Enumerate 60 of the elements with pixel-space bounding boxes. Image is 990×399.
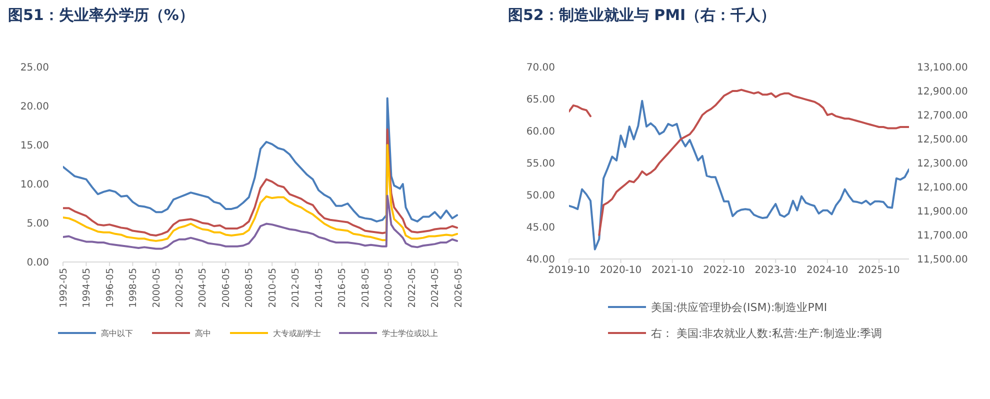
- y2-tick-label: 12,100.00: [917, 182, 968, 194]
- y-tick-label: 15.00: [20, 140, 49, 152]
- line-series: [63, 128, 458, 236]
- x-tick-label: 2016-05: [337, 268, 348, 308]
- legend-label: 大专或副学士: [273, 328, 321, 338]
- x-tick-label: 2019-10: [548, 265, 590, 276]
- x-tick-label: 2024-10: [806, 265, 848, 276]
- x-tick-label: 2020-05: [384, 268, 395, 308]
- y-tick-label: 40.00: [526, 254, 555, 266]
- y-tick-label: 10.00: [20, 180, 49, 190]
- y2-tick-label: 11,500.00: [917, 254, 968, 266]
- x-tick-label: 2000-05: [151, 268, 162, 308]
- x-tick-label: 2024-05: [430, 268, 442, 308]
- y2-tick-label: 11,700.00: [917, 230, 968, 242]
- x-tick-label: 2004-05: [198, 268, 209, 308]
- y2-tick-label: 12,700.00: [917, 110, 968, 122]
- x-tick-label: 2014-05: [314, 268, 325, 308]
- y-tick-label: 20.00: [20, 102, 49, 112]
- legend-label: 高中以下: [101, 328, 133, 338]
- y-tick-label: 60.00: [526, 126, 555, 138]
- x-tick-label: 2002-05: [174, 268, 186, 308]
- legend-label: 高中: [195, 328, 211, 338]
- chart-title: 图51：失业率分学历（%）: [8, 6, 194, 24]
- y-tick-label: 25.00: [20, 62, 49, 74]
- y-tick-label: 65.00: [526, 94, 555, 106]
- y2-tick-label: 12,900.00: [917, 86, 968, 98]
- x-tick-label: 2025-10: [858, 265, 900, 276]
- x-tick-label: 2020-10: [600, 265, 642, 276]
- x-tick-label: 2008-05: [244, 268, 256, 308]
- x-tick-label: 2023-10: [754, 265, 797, 276]
- x-tick-label: 2006-05: [220, 268, 232, 308]
- x-tick-label: 2012-05: [290, 268, 302, 308]
- line-series: [569, 100, 909, 250]
- y-tick-label: 5.00: [26, 218, 49, 230]
- x-tick-label: 1994-05: [82, 268, 93, 308]
- y2-tick-label: 12,500.00: [917, 134, 968, 146]
- legend-label: 学士学位或以上: [382, 328, 438, 338]
- line-series: [63, 144, 458, 242]
- chart-title: 图52：制造业就业与 PMI（右：千人）: [508, 6, 776, 24]
- y-tick-label: 55.00: [526, 158, 555, 170]
- x-tick-label: 1996-05: [104, 268, 116, 308]
- legend-label: 右： 美国:非农就业人数:私营:生产:制造业:季调: [651, 326, 882, 340]
- line-series: [63, 97, 458, 222]
- x-tick-label: 2021-10: [651, 265, 694, 276]
- x-tick-label: 1998-05: [128, 268, 140, 308]
- x-tick-label: 2022-10: [703, 265, 745, 276]
- line-series: [63, 194, 458, 250]
- x-tick-label: 2010-05: [267, 268, 278, 308]
- y-tick-label: 70.00: [526, 62, 555, 74]
- y2-tick-label: 12,300.00: [917, 158, 968, 170]
- y-tick-label: 0.00: [26, 258, 49, 268]
- y-tick-label: 50.00: [526, 190, 555, 202]
- x-tick-label: 1992-05: [58, 268, 70, 308]
- y2-tick-label: 13,100.00: [917, 62, 968, 74]
- x-tick-label: 2022-05: [406, 268, 418, 308]
- x-tick-label: 2026-05: [453, 268, 464, 308]
- legend-label: 美国:供应管理协会(ISM):制造业PMI: [651, 300, 828, 314]
- x-tick-label: 2018-05: [360, 268, 372, 308]
- y2-tick-label: 11,900.00: [917, 206, 968, 218]
- y-tick-label: 45.00: [526, 222, 555, 234]
